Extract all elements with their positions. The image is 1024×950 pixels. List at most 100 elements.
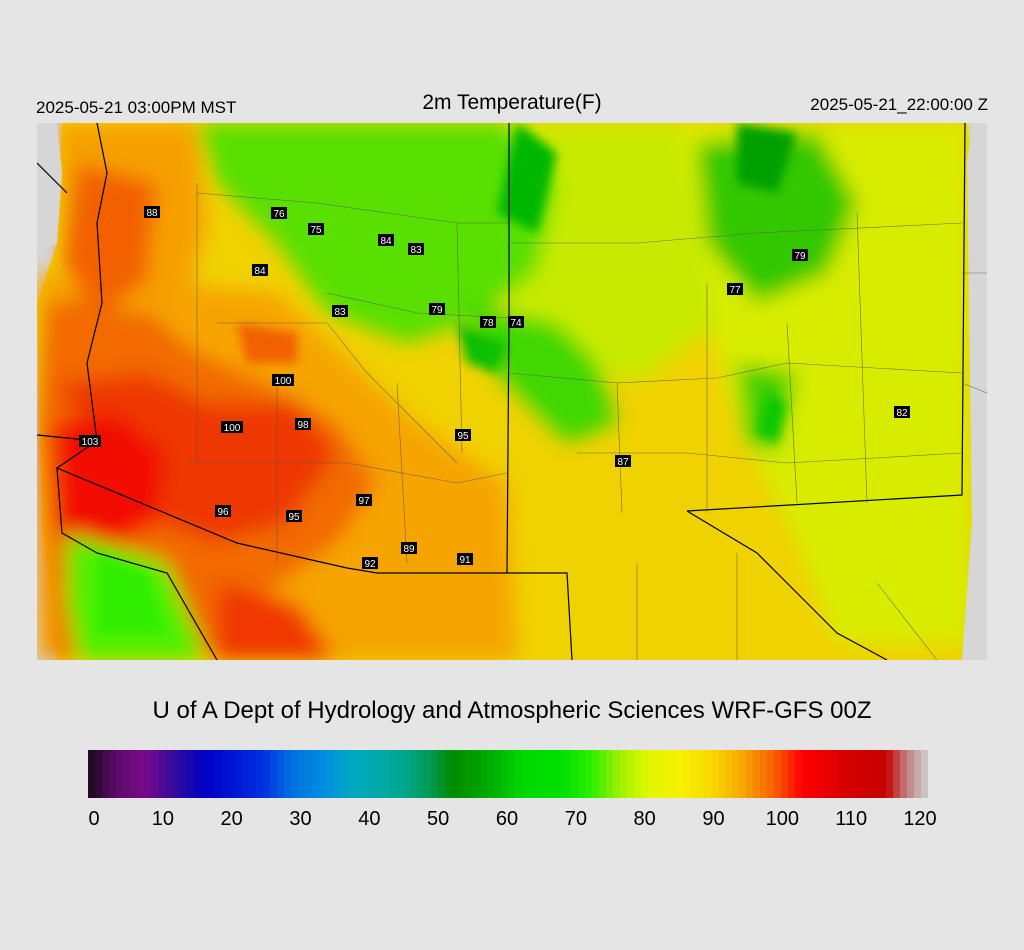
colorbar-segment — [445, 750, 453, 798]
colorbar-segment — [375, 750, 383, 798]
station-label: 98 — [295, 418, 311, 431]
svg-text:78: 78 — [482, 318, 494, 329]
svg-text:98: 98 — [297, 420, 309, 431]
county-boundaries — [187, 183, 987, 660]
station-label: 77 — [727, 283, 743, 296]
colorbar-segment — [529, 750, 537, 798]
station-labels: 88 76 75 84 83 84 79 78 74 83 77 79 100 100 98 103 95 87 8… — [79, 206, 910, 570]
colorbar-segment — [165, 750, 173, 798]
colorbar-segment — [914, 750, 922, 798]
colorbar-segment — [95, 750, 103, 798]
svg-text:83: 83 — [410, 245, 422, 256]
colorbar-segment — [564, 750, 572, 798]
colorbar-segment — [277, 750, 285, 798]
svg-text:95: 95 — [288, 512, 300, 523]
colorbar-segment — [676, 750, 684, 798]
colorbar-segment — [382, 750, 390, 798]
colorbar-segment — [158, 750, 166, 798]
colorbar-segment — [683, 750, 691, 798]
colorbar-tick-label: 110 — [835, 808, 868, 830]
station-label: 92 — [362, 557, 378, 570]
station-label: 74 — [508, 316, 524, 329]
colorbar-segment — [228, 750, 236, 798]
colorbar-segment — [200, 750, 208, 798]
station-label: 82 — [894, 406, 910, 419]
station-label: 89 — [401, 542, 417, 555]
colorbar-segment — [725, 750, 733, 798]
colorbar-segment — [221, 750, 229, 798]
colorbar-segment — [312, 750, 320, 798]
colorbar-segment — [242, 750, 250, 798]
svg-text:100: 100 — [224, 423, 241, 434]
colorbar-segment — [214, 750, 222, 798]
svg-text:92: 92 — [364, 559, 376, 570]
colorbar-segment — [102, 750, 110, 798]
colorbar-segment — [697, 750, 705, 798]
svg-text:95: 95 — [457, 431, 469, 442]
colorbar-segment — [354, 750, 362, 798]
colorbar-segment — [627, 750, 635, 798]
colorbar-segment — [431, 750, 439, 798]
colorbar-segment — [795, 750, 803, 798]
colorbar-segment — [438, 750, 446, 798]
colorbar-segment — [753, 750, 761, 798]
colorbar-segment — [634, 750, 642, 798]
svg-text:74: 74 — [510, 318, 522, 329]
colorbar-segment — [340, 750, 348, 798]
station-label: 83 — [332, 305, 348, 318]
colorbar-segment — [823, 750, 831, 798]
svg-text:76: 76 — [273, 209, 285, 220]
colorbar-segment — [641, 750, 649, 798]
colorbar-segment — [333, 750, 341, 798]
colorbar-segment — [816, 750, 824, 798]
colorbar-segment — [557, 750, 565, 798]
station-label: 91 — [457, 553, 473, 566]
svg-text:97: 97 — [358, 496, 370, 507]
colorbar-segment — [648, 750, 656, 798]
colorbar-segment — [256, 750, 264, 798]
colorbar-segment — [494, 750, 502, 798]
colorbar-segment — [116, 750, 124, 798]
map-title: 2m Temperature(F) — [422, 91, 602, 114]
colorbar-segment — [578, 750, 586, 798]
colorbar-segment — [137, 750, 145, 798]
colorbar-tick-label: 120 — [903, 808, 937, 830]
colorbar-segment — [690, 750, 698, 798]
state-boundaries — [37, 123, 966, 660]
station-label: 100 — [272, 374, 294, 387]
colorbar-segment — [389, 750, 397, 798]
colorbar-segment — [207, 750, 215, 798]
svg-text:75: 75 — [310, 225, 322, 236]
valid-time-utc: 2025-05-21_22:00:00 Z — [810, 95, 988, 114]
colorbar-segment — [361, 750, 369, 798]
colorbar-segment — [403, 750, 411, 798]
colorbar-segment — [270, 750, 278, 798]
colorbar-segment — [186, 750, 194, 798]
colorbar-tick-label: 40 — [358, 808, 381, 830]
colorbar-segment — [886, 750, 894, 798]
station-label: 84 — [378, 234, 394, 247]
svg-text:87: 87 — [617, 457, 629, 468]
colorbar-tick-label: 80 — [633, 808, 656, 830]
colorbar-segment — [662, 750, 670, 798]
station-label: 100 — [221, 421, 243, 434]
colorbar-segment — [900, 750, 908, 798]
colorbar-tick-label: 20 — [220, 808, 243, 830]
colorbar-segment — [235, 750, 243, 798]
credit-line: U of A Dept of Hydrology and Atmospheric… — [152, 697, 872, 724]
colorbar-segment — [718, 750, 726, 798]
colorbar-segment — [802, 750, 810, 798]
valid-time-local: 2025-05-21 03:00PM MST — [36, 98, 237, 117]
colorbar-segment — [767, 750, 775, 798]
station-label: 96 — [215, 505, 231, 518]
station-label: 87 — [615, 455, 631, 468]
station-label: 95 — [286, 510, 302, 523]
colorbar-segment — [284, 750, 292, 798]
colorbar-segment — [550, 750, 558, 798]
colorbar-segment — [515, 750, 523, 798]
colorbar-segment — [837, 750, 845, 798]
colorbar-segment — [620, 750, 628, 798]
temperature-colorbar — [88, 750, 928, 798]
station-label: 76 — [271, 207, 287, 220]
colorbar-segment — [543, 750, 551, 798]
